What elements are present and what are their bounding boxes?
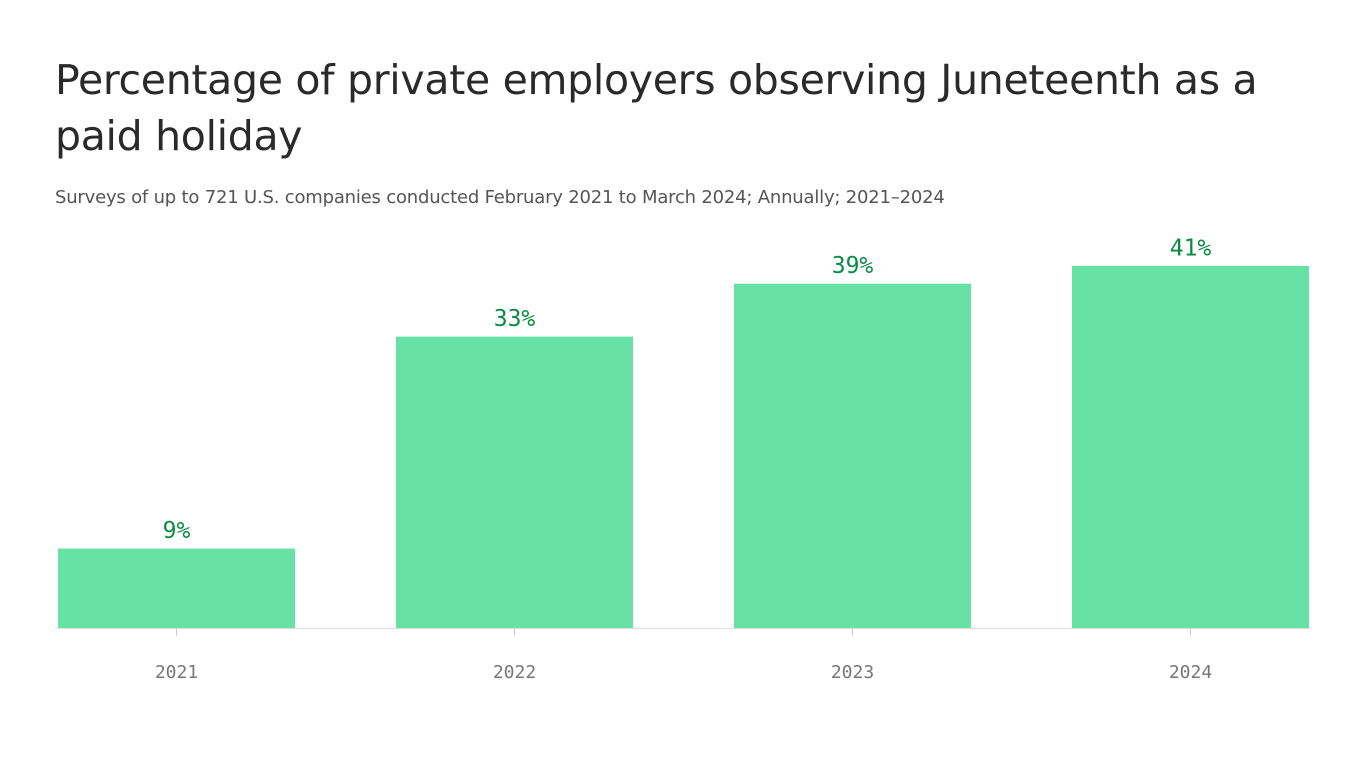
chart-subtitle: Surveys of up to 721 U.S. companies cond… [55, 187, 945, 208]
chart-title: Percentage of private employers observin… [55, 56, 1258, 160]
x-tick-label: 2021 [155, 662, 198, 683]
value-label: 33% [494, 306, 536, 332]
x-tick-label: 2024 [1169, 662, 1212, 683]
bar [396, 336, 633, 628]
bar [734, 283, 971, 628]
value-label: 41% [1170, 236, 1212, 262]
value-label: 9% [163, 518, 191, 544]
bar [58, 548, 295, 628]
value-label: 39% [832, 253, 874, 279]
bar [1072, 266, 1309, 628]
x-tick-label: 2023 [831, 662, 874, 683]
x-tick-label: 2022 [493, 662, 536, 683]
